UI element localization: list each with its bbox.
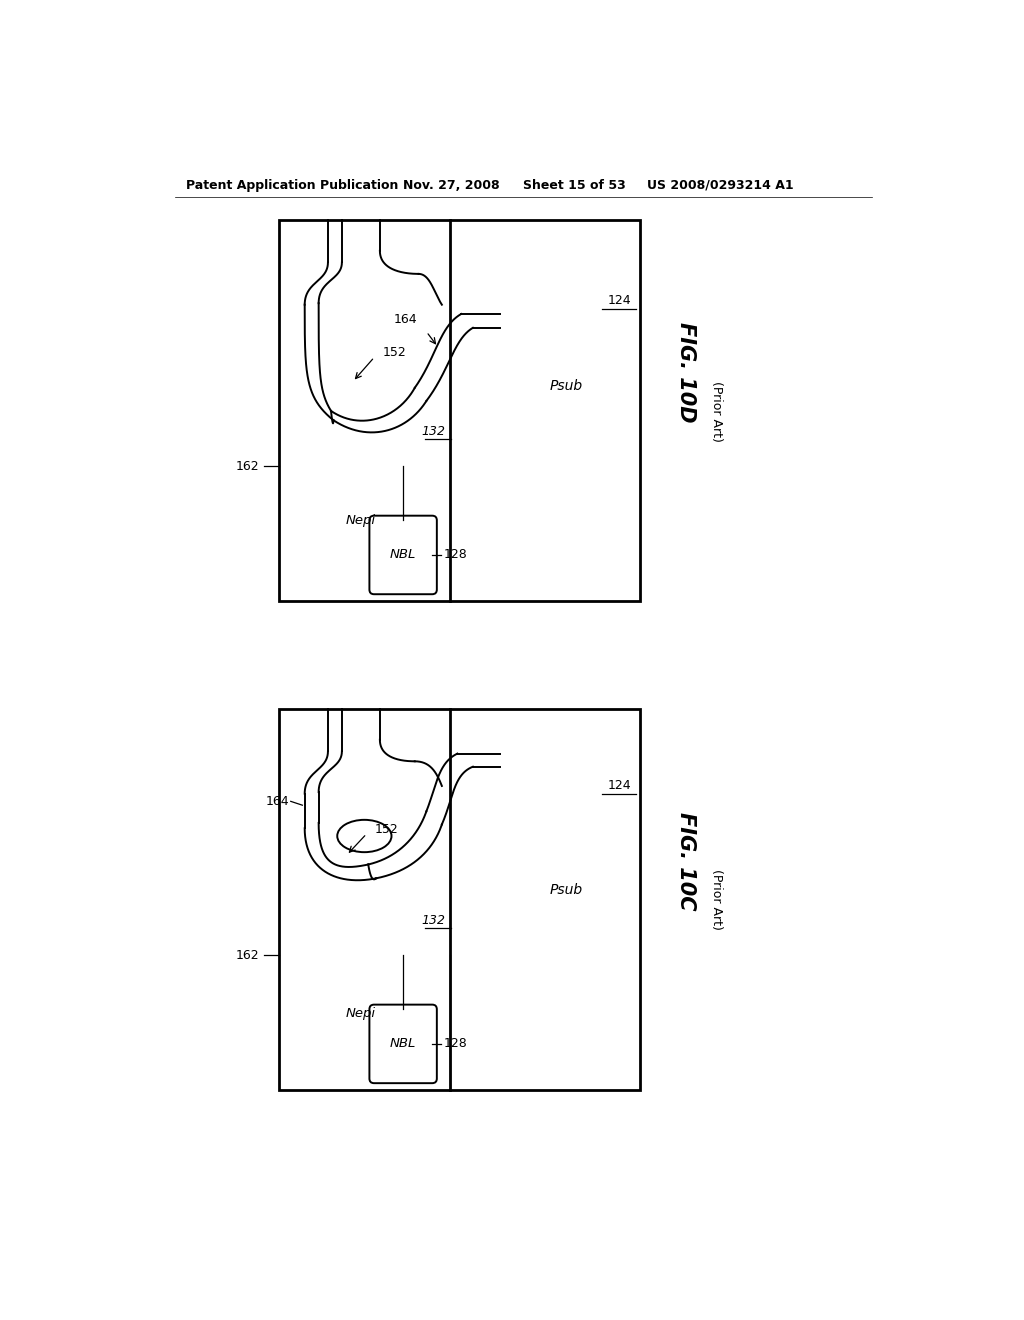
Text: 162: 162 <box>237 459 260 473</box>
Text: Nepi: Nepi <box>345 1007 376 1019</box>
Text: 152: 152 <box>375 822 398 836</box>
Text: Sheet 15 of 53: Sheet 15 of 53 <box>523 178 626 191</box>
Text: Psub: Psub <box>549 883 583 896</box>
Text: Psub: Psub <box>549 379 583 392</box>
Text: Nepi: Nepi <box>345 513 376 527</box>
Text: NBL: NBL <box>390 548 417 561</box>
Bar <box>280 709 640 1090</box>
Text: 152: 152 <box>382 346 406 359</box>
Text: 128: 128 <box>443 548 468 561</box>
Text: 164: 164 <box>265 795 289 808</box>
Text: 124: 124 <box>608 294 632 308</box>
Text: NBL: NBL <box>390 1038 417 1051</box>
Text: Nov. 27, 2008: Nov. 27, 2008 <box>403 178 500 191</box>
Text: FIG. 10C: FIG. 10C <box>676 812 696 911</box>
Text: FIG. 10D: FIG. 10D <box>676 322 696 422</box>
Text: 124: 124 <box>608 779 632 792</box>
Text: (Prior Art): (Prior Art) <box>711 380 724 441</box>
Text: 132: 132 <box>422 915 445 927</box>
Text: Patent Application Publication: Patent Application Publication <box>186 178 398 191</box>
Bar <box>280 220 640 601</box>
Text: 128: 128 <box>443 1038 468 1051</box>
Text: 164: 164 <box>393 313 417 326</box>
Text: US 2008/0293214 A1: US 2008/0293214 A1 <box>647 178 794 191</box>
Text: 162: 162 <box>237 949 260 962</box>
Text: 132: 132 <box>422 425 445 438</box>
Text: (Prior Art): (Prior Art) <box>711 870 724 931</box>
